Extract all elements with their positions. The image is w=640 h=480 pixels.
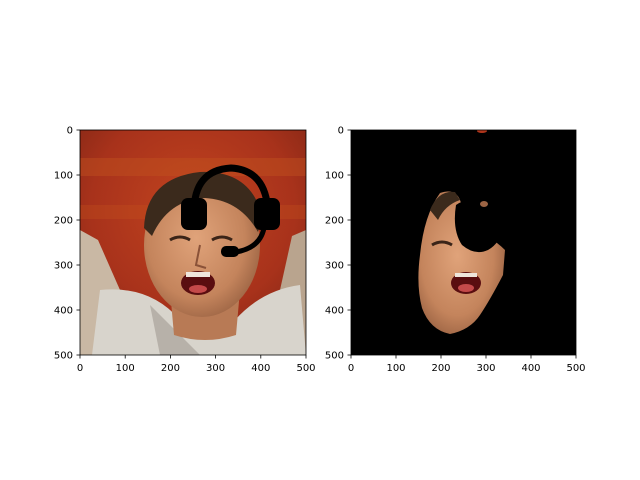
right-x-tick-label: 0 (348, 363, 354, 374)
face (144, 173, 260, 317)
segmented-face (418, 191, 505, 334)
left-y-tick-label: 0 (67, 126, 73, 137)
left-y-tick-label: 200 (54, 216, 73, 227)
hair (144, 171, 262, 236)
headset-overlay (181, 164, 280, 257)
right-y-tick-label: 100 (325, 171, 344, 182)
right-x-tick-label: 500 (566, 363, 585, 374)
right-x-tick-label: 400 (521, 363, 540, 374)
left-image-panel (80, 130, 306, 355)
right-x-tick-label: 200 (431, 363, 450, 374)
shirt (92, 285, 306, 355)
left-axes: 0 100 200 300 400 500 0 100 200 300 400 500 (54, 126, 316, 375)
right-image-panel (351, 130, 576, 355)
right-y-tick-label: 0 (338, 126, 344, 137)
left-y-tick-label: 300 (54, 261, 73, 272)
right-x-tick-label: 100 (386, 363, 405, 374)
upper-teeth (186, 272, 210, 277)
right-axes: 0 100 200 300 400 500 0 100 200 300 400 500 (325, 126, 586, 375)
right-y-tick-label: 400 (325, 306, 344, 317)
headset-band (190, 164, 272, 213)
segmented-eye (431, 240, 453, 247)
left-x-tick-label: 200 (161, 363, 180, 374)
segmented-teeth (455, 273, 477, 277)
right-axes-frame (350, 129, 577, 356)
headset-mask-hole (454, 200, 502, 253)
headset-mic-boom (235, 227, 267, 255)
left-axes-frame (79, 129, 307, 356)
left-y-tick-label: 400 (54, 306, 73, 317)
right-eye (211, 235, 233, 242)
right-y-tick-label: 300 (325, 261, 344, 272)
stray-pixel-mid (480, 201, 488, 207)
left-y-tick-label: 100 (54, 171, 73, 182)
segmented-hair (430, 191, 460, 220)
headset-right-earcup (254, 198, 280, 230)
left-x-tick-label: 400 (251, 363, 270, 374)
left-x-tick-label: 500 (296, 363, 315, 374)
segmented-tongue (458, 284, 474, 292)
left-y-tick-label: 500 (54, 351, 73, 362)
nose (194, 244, 207, 269)
left-eye (169, 235, 191, 242)
right-y-tick-label: 500 (325, 351, 344, 362)
left-x-tick-label: 0 (77, 363, 83, 374)
headset-left-earcup (181, 198, 207, 230)
right-x-tick-label: 300 (476, 363, 495, 374)
stray-pixel-top (477, 130, 487, 133)
tongue (189, 285, 207, 293)
left-x-tick-label: 300 (206, 363, 225, 374)
left-x-tick-label: 100 (116, 363, 135, 374)
headset-mic (221, 246, 239, 257)
right-y-tick-label: 200 (325, 216, 344, 227)
